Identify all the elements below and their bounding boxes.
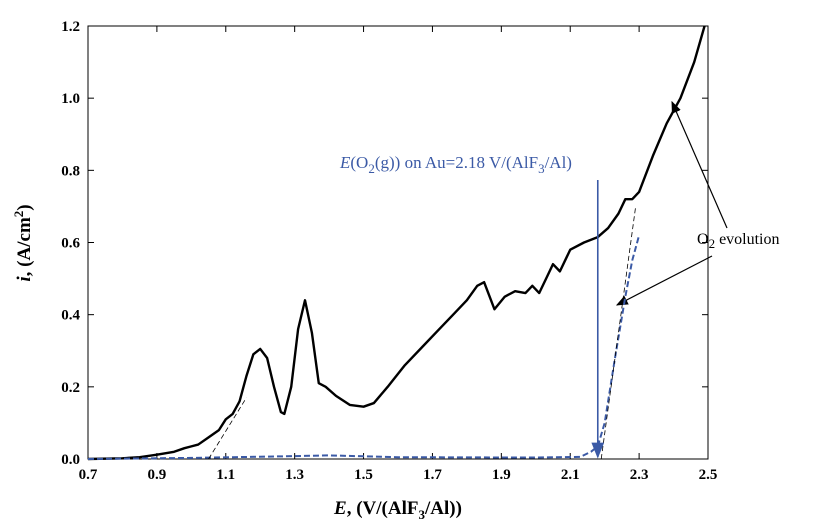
x-label-part: E: [333, 498, 347, 519]
y-tick-label: 0.2: [61, 380, 80, 396]
x-label-part: 3: [419, 507, 426, 522]
data-line: [600, 206, 637, 460]
x-tick-label: 0.9: [148, 467, 167, 483]
annotation-part: 2: [368, 161, 375, 176]
annotation-text: E(O2(g)) on Au=2.18 V/(AlF3/Al): [339, 153, 572, 176]
annotation-part: (g)) on Au=2.18 V/(AlF: [375, 153, 538, 172]
y-tick-label: 1.2: [61, 19, 80, 35]
y-tick-label: 0.4: [61, 308, 80, 324]
plot-frame: [87, 25, 709, 460]
annotation-arrow: [671, 100, 728, 229]
annotation-part: E: [339, 153, 351, 172]
x-tick-label: 1.5: [354, 467, 373, 483]
y-label-part: , (A/cm: [14, 217, 35, 276]
y-tick-label: 1.0: [61, 91, 80, 107]
y-tick-label: 0.8: [61, 163, 80, 179]
annotation-part: 3: [538, 161, 545, 176]
y-tick-label: 0.0: [61, 452, 80, 468]
x-tick-label: 2.3: [630, 467, 649, 483]
x-tick-label: 2.5: [699, 467, 718, 483]
y-label-part: i: [14, 276, 35, 282]
y-label-part: ): [14, 204, 35, 210]
annotation-part: 2: [709, 236, 716, 251]
annotation-part: O: [697, 231, 709, 248]
data-line: [87, 235, 641, 460]
data-line: [87, 25, 706, 461]
annotation-part: (O: [350, 153, 368, 172]
x-axis-label: E, (V/(AlF3/Al)): [333, 498, 462, 522]
x-tick-label: 1.3: [285, 467, 304, 483]
annotation-part: evolution: [715, 231, 779, 248]
x-label-part: , (V/(AlF: [347, 498, 419, 519]
y-tick-label: 0.6: [61, 236, 80, 252]
y-axis-label: i, (A/cm2): [11, 204, 35, 281]
x-tick-label: 1.9: [492, 467, 511, 483]
x-tick-label: 1.7: [423, 467, 442, 483]
x-tick-label: 2.1: [561, 467, 580, 483]
x-tick-label: 1.1: [216, 467, 235, 483]
x-tick-label: 0.7: [79, 467, 98, 483]
data-line: [208, 397, 247, 460]
annotation-part: /Al): [545, 153, 572, 172]
y-label-part: 2: [11, 211, 26, 218]
annotation-arrow: [615, 255, 713, 306]
annotation-text: O2 evolution: [697, 231, 780, 251]
x-label-part: /Al)): [424, 498, 462, 519]
